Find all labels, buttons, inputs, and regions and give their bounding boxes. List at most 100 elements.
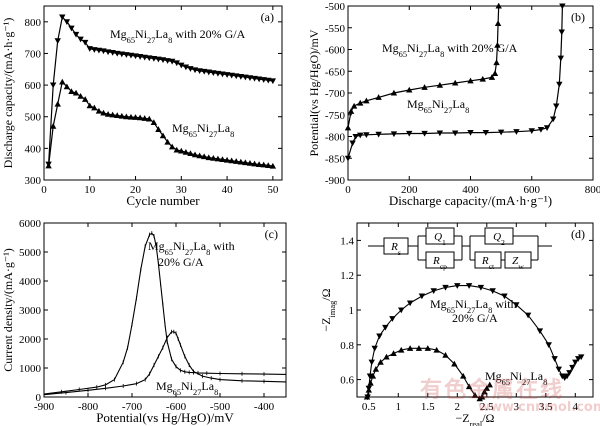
x-axis-title-part: real xyxy=(470,420,483,426)
data-point xyxy=(68,25,75,32)
series-label-part: 27 xyxy=(444,106,452,115)
data-point xyxy=(352,133,359,140)
y-tick-label: 2000 xyxy=(19,334,42,346)
data-point xyxy=(460,372,467,379)
panel-a-discharge-capacity-vs-cycle: 0 10 20 30 40 50 300 400 500 600 700 800 (a) Cycle nu… xyxy=(1,5,283,208)
y-tick-label: 300 xyxy=(25,175,42,187)
data-point xyxy=(344,155,352,162)
data-point xyxy=(210,70,217,76)
data-point xyxy=(187,150,194,156)
series-label-part: 65 xyxy=(399,50,407,59)
data-point xyxy=(173,146,180,153)
series-label-part: with xyxy=(492,297,516,311)
series-label-line-2: 20% G/A xyxy=(158,255,204,269)
y-tick-label: 800 xyxy=(25,17,42,29)
data-point xyxy=(375,131,382,138)
series-line xyxy=(43,331,287,396)
plot-frame xyxy=(347,5,594,181)
data-point xyxy=(436,81,444,88)
data-point xyxy=(141,115,148,121)
y-tick-label: -650 xyxy=(325,66,346,78)
data-point xyxy=(237,73,245,80)
data-point xyxy=(368,359,375,366)
data-point xyxy=(357,132,364,139)
data-point xyxy=(242,159,249,166)
circuit-rct-label: Rct xyxy=(481,255,495,271)
y-tick-label: -700 xyxy=(325,88,346,100)
series-label-part: 65 xyxy=(424,106,432,115)
x-tick-label: -500 xyxy=(210,401,231,413)
data-point xyxy=(424,345,431,351)
data-point xyxy=(155,56,162,63)
data-point xyxy=(155,126,162,132)
data-point xyxy=(173,60,180,67)
series-label-part: 8 xyxy=(230,130,234,139)
y-tick-label: 3000 xyxy=(19,305,42,317)
series-label-part: Mg xyxy=(430,297,447,311)
data-point xyxy=(495,2,502,9)
series-label-part: Mg xyxy=(172,121,189,135)
series-label-part: Ni xyxy=(510,369,523,383)
series-label: Mg65Ni27La8 with xyxy=(148,239,235,257)
data-point xyxy=(382,324,389,331)
data-point xyxy=(251,160,258,167)
data-point xyxy=(132,114,139,120)
series-label-part: 65 xyxy=(502,378,510,387)
data-point xyxy=(454,283,461,289)
data-point xyxy=(223,156,231,163)
y-tick-label: 5000 xyxy=(19,247,42,259)
data-point xyxy=(196,152,203,159)
data-point xyxy=(398,346,405,353)
data-point xyxy=(91,47,98,53)
data-point xyxy=(451,360,458,367)
data-point xyxy=(494,41,501,48)
panel-d-nyquist-plot: 0.5 1 1.5 2 2.5 3 3.5 40.60.811.21.4(d)−Zreal/Ω… xyxy=(319,222,594,426)
data-point xyxy=(367,379,374,386)
series-label-part: 27 xyxy=(147,36,155,45)
data-point xyxy=(375,94,382,100)
series-1 xyxy=(45,78,277,169)
data-point xyxy=(136,114,144,121)
data-point xyxy=(436,130,444,137)
series-label-part: Ni xyxy=(407,41,420,55)
data-point xyxy=(132,53,139,60)
circuit-q1-label: Q1 xyxy=(434,231,446,247)
data-point xyxy=(63,83,71,90)
series-1 xyxy=(344,2,502,131)
series-label: Mg65Ni27La8 xyxy=(407,97,469,115)
series-label-part: 8 xyxy=(214,388,218,397)
data-point xyxy=(451,79,459,86)
series-label-part: La xyxy=(201,379,214,393)
data-point xyxy=(168,58,176,65)
series-label-part: 8 xyxy=(206,248,210,257)
circuit-rs-label-part: R xyxy=(390,241,398,253)
data-point xyxy=(146,115,153,122)
x-tick-label: -900 xyxy=(34,401,55,413)
series-label-part: 27 xyxy=(419,50,427,59)
data-point xyxy=(555,366,562,373)
x-tick-label: 0 xyxy=(345,184,351,196)
y-tick-label: -550 xyxy=(325,23,346,35)
data-point xyxy=(493,59,500,66)
y-tick-label: -600 xyxy=(325,45,346,57)
data-point xyxy=(559,3,566,10)
data-point xyxy=(150,119,158,125)
data-point xyxy=(164,138,171,145)
series-label-part: La xyxy=(427,41,440,55)
data-point xyxy=(363,132,370,138)
y-tick-label: 1000 xyxy=(19,363,42,375)
data-point xyxy=(465,383,473,390)
data-point xyxy=(549,116,557,123)
series-1 xyxy=(43,329,287,397)
x-tick-label: 4 xyxy=(573,401,579,413)
data-point xyxy=(406,300,414,307)
series-label-part: 65 xyxy=(189,130,197,139)
data-point xyxy=(86,46,93,52)
data-point xyxy=(349,140,356,147)
series-label-part: 27 xyxy=(522,378,530,387)
data-point xyxy=(123,52,130,58)
data-point xyxy=(553,103,560,110)
series-label-part: 65 xyxy=(165,248,173,257)
data-point xyxy=(246,160,254,166)
